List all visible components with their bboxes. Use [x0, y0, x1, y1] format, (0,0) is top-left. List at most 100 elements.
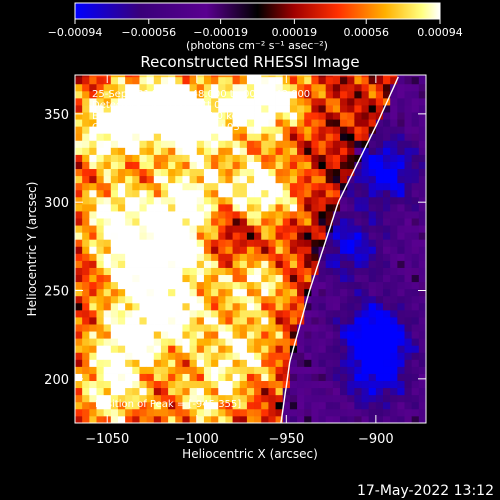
heatmap-cell — [110, 140, 119, 148]
heatmap-cell — [82, 182, 90, 191]
heatmap-cell — [383, 75, 391, 78]
heatmap-cell — [347, 408, 355, 417]
heatmap-cell — [218, 415, 226, 423]
heatmap-cell — [361, 147, 370, 155]
heatmap-cell — [289, 239, 298, 247]
heatmap-cell — [361, 359, 370, 367]
heatmap-cell — [89, 126, 97, 134]
heatmap-cell — [311, 175, 319, 184]
heatmap-cell — [390, 373, 398, 382]
heatmap-cell — [89, 274, 97, 283]
heatmap-cell — [340, 239, 348, 247]
heatmap-cell — [368, 175, 377, 184]
heatmap-cell — [225, 317, 233, 325]
heatmap-cell — [325, 359, 334, 367]
heatmap-cell — [117, 373, 126, 382]
heatmap-cell — [254, 317, 262, 325]
heatmap-cell — [368, 387, 377, 396]
heatmap-cell — [139, 232, 148, 240]
heatmap-cell — [390, 380, 398, 389]
heatmap-cell — [304, 324, 312, 332]
heatmap-cell — [125, 345, 133, 353]
heatmap-cell — [354, 309, 362, 318]
heatmap-cell — [275, 76, 284, 85]
heatmap-cell — [354, 196, 362, 205]
heatmap-cell — [289, 154, 298, 162]
x-tick-label: −1050 — [85, 432, 129, 447]
heatmap-cell — [340, 267, 348, 276]
heatmap-cell — [311, 196, 319, 205]
heatmap-cell — [89, 288, 97, 297]
heatmap-cell — [182, 246, 191, 254]
heatmap-cell — [375, 225, 384, 233]
heatmap-cell — [168, 175, 176, 184]
heatmap-cell — [390, 324, 398, 332]
heatmap-cell — [96, 182, 105, 191]
heatmap-cell — [332, 366, 341, 374]
heatmap-cell — [153, 267, 162, 276]
heatmap-cell — [368, 401, 377, 410]
heatmap-cell — [318, 373, 327, 382]
heatmap-cell — [254, 239, 262, 247]
heatmap-cell — [297, 366, 305, 374]
heatmap-cell — [211, 161, 219, 170]
heatmap-cell — [332, 387, 341, 396]
heatmap-cell — [96, 239, 105, 247]
heatmap-cell — [117, 168, 126, 177]
heatmap-cell — [117, 161, 126, 170]
heatmap-cell — [275, 232, 284, 240]
heatmap-cell — [139, 126, 148, 134]
heatmap-cell — [232, 274, 241, 283]
heatmap-cell — [418, 295, 426, 304]
heatmap-cell — [103, 218, 112, 226]
heatmap-cell — [304, 218, 312, 226]
heatmap-cell — [218, 147, 226, 155]
heatmap-cell — [311, 218, 319, 226]
heatmap-cell — [418, 274, 426, 283]
heatmap-cell — [89, 387, 97, 396]
heatmap-cell — [275, 203, 284, 212]
heatmap-cell — [318, 274, 327, 283]
heatmap-cell — [232, 239, 241, 247]
heatmap-cell — [203, 189, 212, 198]
heatmap-cell — [361, 288, 370, 297]
heatmap-cell — [232, 83, 241, 92]
heatmap-cell — [175, 119, 183, 127]
heatmap-cell — [182, 415, 191, 423]
heatmap-cell — [125, 415, 133, 423]
heatmap-cell — [411, 309, 420, 318]
heatmap-cell — [354, 147, 362, 155]
heatmap-cell — [139, 168, 148, 177]
heatmap-cell — [404, 394, 413, 403]
heatmap-cell — [325, 274, 334, 283]
heatmap-cell — [189, 366, 198, 374]
heatmap-cell — [375, 105, 384, 113]
heatmap-cell — [168, 380, 176, 389]
heatmap-cell — [397, 373, 405, 382]
heatmap-cell — [75, 359, 83, 367]
heatmap-cell — [254, 112, 262, 120]
heatmap-cell — [418, 189, 426, 198]
heatmap-cell — [332, 239, 341, 247]
heatmap-cell — [246, 415, 255, 423]
heatmap-cell — [132, 309, 140, 318]
heatmap-cell — [368, 331, 377, 339]
heatmap-cell — [347, 211, 355, 219]
heatmap-cell — [96, 394, 105, 403]
heatmap-cell — [411, 161, 420, 170]
heatmap-cell — [325, 161, 334, 170]
heatmap-cell — [397, 380, 405, 389]
heatmap-cell — [225, 281, 233, 290]
heatmap-cell — [368, 105, 377, 113]
heatmap-cell — [82, 119, 90, 127]
heatmap-cell — [390, 281, 398, 290]
heatmap-cell — [375, 288, 384, 297]
annotation-line: Energy Range: 12.0 - 25.0 keV — [92, 111, 245, 122]
heatmap-cell — [153, 182, 162, 191]
heatmap-cell — [117, 83, 126, 92]
heatmap-cell — [268, 387, 276, 396]
heatmap-cell — [311, 203, 319, 212]
heatmap-cell — [182, 140, 191, 148]
heatmap-cell — [82, 126, 90, 134]
heatmap-cell — [383, 232, 391, 240]
